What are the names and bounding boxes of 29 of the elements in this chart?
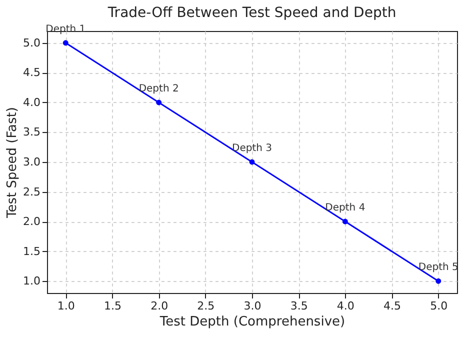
y-tick-label: 3.0 bbox=[23, 156, 40, 168]
x-axis-title: Test Depth (Comprehensive) bbox=[158, 314, 346, 330]
y-tick-label: 4.0 bbox=[23, 96, 40, 109]
x-tick-label: 3.5 bbox=[290, 300, 308, 312]
y-tick-label: 2.5 bbox=[23, 185, 40, 198]
x-tick-label: 1.5 bbox=[104, 300, 122, 312]
point bbox=[342, 218, 348, 224]
y-tick-label: 5.0 bbox=[23, 36, 40, 50]
x-tick-label: 1.0 bbox=[57, 300, 75, 312]
x-tick-label: 4.5 bbox=[384, 300, 402, 312]
chart-title: Trade-Off Between Test Speed and Depth bbox=[106, 4, 396, 21]
annotation: Depth 4 bbox=[325, 202, 366, 214]
x-tick-label: 2.0 bbox=[150, 300, 168, 312]
point bbox=[436, 278, 442, 284]
y-tick-label: 2.0 bbox=[23, 215, 40, 228]
y-tick-label: 4.5 bbox=[23, 66, 40, 80]
point bbox=[156, 100, 162, 106]
x-tick-label: 4.0 bbox=[336, 300, 354, 312]
y-tick-label: 3.5 bbox=[23, 126, 40, 139]
y-tick-label: 1.5 bbox=[23, 244, 40, 258]
y-tick-label: 1.0 bbox=[23, 274, 40, 288]
x-tick-label: 5.0 bbox=[430, 300, 448, 312]
point bbox=[249, 159, 255, 165]
y-axis-title: Test Speed (Fast) bbox=[5, 107, 20, 219]
x-tick-label: 2.5 bbox=[197, 300, 215, 312]
x-tick-label: 3.0 bbox=[244, 300, 262, 312]
annotation: Depth 2 bbox=[138, 83, 179, 94]
annotation: Depth 3 bbox=[232, 143, 272, 154]
point bbox=[62, 40, 68, 46]
